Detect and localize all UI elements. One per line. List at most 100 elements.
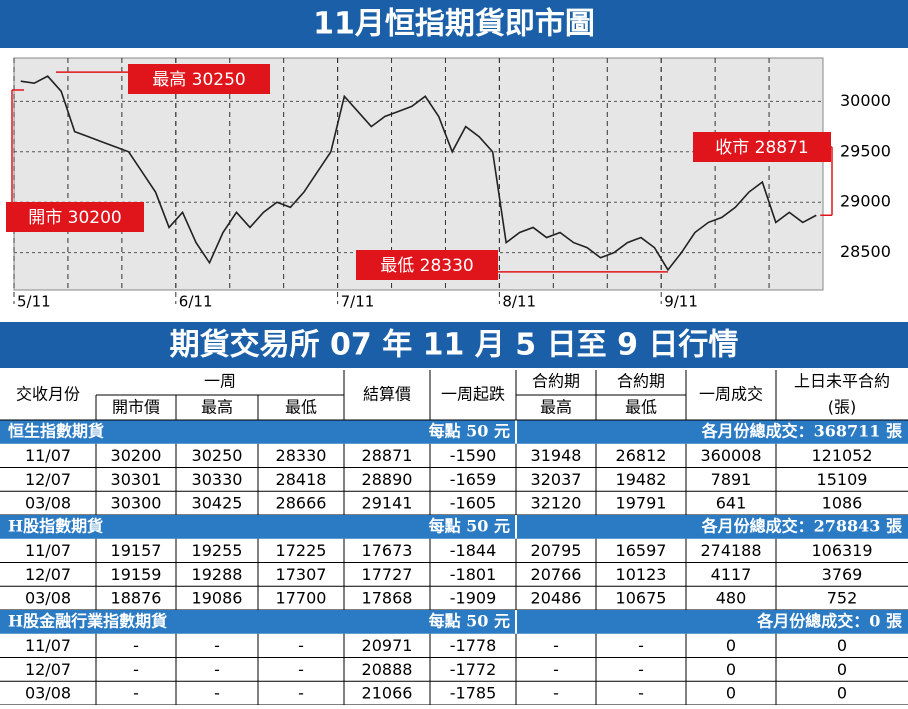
table-cell: 0 — [837, 636, 847, 655]
header-cell: 結算價 — [363, 385, 411, 404]
table-cell: - — [214, 636, 220, 655]
chart-title: 11月恒指期貨即市圖 — [313, 7, 595, 42]
table-cell: 10675 — [616, 589, 667, 608]
table-cell: 32120 — [531, 494, 582, 513]
x-tick-label: 7/11 — [341, 293, 375, 311]
table-cell: 20795 — [531, 541, 582, 560]
section-name: 恒生指數期貨 — [8, 421, 104, 440]
annotation-box — [356, 250, 498, 280]
table-cell: 20766 — [531, 565, 582, 584]
table-cell: 28330 — [276, 446, 327, 465]
table-cell: 32037 — [531, 470, 582, 489]
table-cell: 7891 — [711, 470, 752, 489]
table-cell: 30250 — [192, 446, 243, 465]
section-bg — [0, 515, 908, 539]
table-cell: - — [553, 636, 559, 655]
table-cell: 19791 — [616, 494, 667, 513]
table-cell: 19157 — [111, 541, 162, 560]
header-cell: 最高 — [540, 398, 572, 417]
table-cell: 30300 — [111, 494, 162, 513]
title-banner — [0, 0, 908, 48]
table-cell: 12/07 — [25, 660, 71, 679]
table-cell: 17225 — [276, 541, 327, 560]
table-cell: 11/07 — [25, 541, 71, 560]
table-cell: 4117 — [711, 565, 752, 584]
price-line — [20, 75, 817, 272]
table-cell: 12/07 — [25, 470, 71, 489]
header-cell: 最低 — [625, 398, 657, 417]
table-cell: -1785 — [450, 684, 497, 703]
table-cell: - — [298, 684, 304, 703]
table-cell: 17307 — [276, 565, 327, 584]
x-tick-label: 6/11 — [179, 293, 213, 311]
table-cell: -1801 — [450, 565, 497, 584]
y-tick-label: 30000 — [840, 91, 891, 110]
table-cell: 17673 — [362, 541, 413, 560]
table-cell: 15109 — [817, 470, 868, 489]
table-cell: 20971 — [362, 636, 413, 655]
table-cell: 16597 — [616, 541, 667, 560]
table-cell: 30330 — [192, 470, 243, 489]
table-cell: 0 — [726, 636, 736, 655]
table-cell: - — [298, 636, 304, 655]
table-cell: 19086 — [192, 589, 243, 608]
annotation-box — [128, 64, 270, 94]
table-cell: 20888 — [362, 660, 413, 679]
annotation-text: 收市 28871 — [715, 138, 808, 158]
table-cell: - — [133, 660, 139, 679]
section-total: 各月份總成交：0 張 — [756, 611, 903, 630]
x-tick-label: 5/11 — [17, 293, 51, 311]
section-point: 每點 50 元 — [429, 611, 510, 630]
header-cell: 交收月份 — [16, 385, 80, 404]
x-tick-label: 9/11 — [664, 293, 698, 311]
table-cell: 274188 — [700, 541, 761, 560]
table-cell: - — [214, 660, 220, 679]
table-title: 期貨交易所 07 年 11 月 5 日至 9 日行情 — [170, 328, 739, 363]
annotation-text: 開市 30200 — [28, 208, 121, 228]
x-tick-label: 8/11 — [502, 293, 536, 311]
y-tick-label: 28500 — [840, 242, 891, 261]
table-cell: 10123 — [616, 565, 667, 584]
table-cell: 18876 — [111, 589, 162, 608]
table-cell: 12/07 — [25, 565, 71, 584]
table-cell: 19288 — [192, 565, 243, 584]
y-tick-label: 29500 — [840, 141, 891, 160]
table-cell: -1772 — [450, 660, 497, 679]
table-cell: -1659 — [450, 470, 497, 489]
table-cell: - — [638, 684, 644, 703]
table-cell: 30200 — [111, 446, 162, 465]
section-bg — [0, 610, 908, 634]
table-cell: 21066 — [362, 684, 413, 703]
table-cell: -1909 — [450, 589, 497, 608]
table-cell: 0 — [837, 684, 847, 703]
table-cell: -1844 — [450, 541, 497, 560]
header-cell: 開市價 — [112, 398, 160, 417]
table-cell: - — [638, 636, 644, 655]
table-cell: 360008 — [700, 446, 761, 465]
annotation-box — [693, 132, 831, 162]
table-cell: 28890 — [362, 470, 413, 489]
annotation-box — [6, 202, 144, 232]
table-cell: -1590 — [450, 446, 497, 465]
section-point: 每點 50 元 — [429, 516, 510, 535]
header-cell: 一周起跌 — [441, 385, 505, 404]
table-cell: 31948 — [531, 446, 582, 465]
header-cell: 上日未平合約 — [794, 372, 890, 391]
annotation-text: 最高 30250 — [152, 70, 245, 90]
table-cell: - — [214, 684, 220, 703]
table-cell: 17727 — [362, 565, 413, 584]
table-cell: 19482 — [616, 470, 667, 489]
table-cell: - — [638, 660, 644, 679]
table-cell: -1778 — [450, 636, 497, 655]
table-cell: 0 — [726, 684, 736, 703]
table-cell: - — [133, 636, 139, 655]
table-cell: - — [298, 660, 304, 679]
table-cell: 30425 — [192, 494, 243, 513]
header-cell: 合約期 — [532, 372, 580, 391]
table-cell: 19255 — [192, 541, 243, 560]
section-bg — [0, 420, 908, 444]
table-cell: 03/08 — [25, 589, 71, 608]
header-cell: 最低 — [285, 398, 317, 417]
table-cell: 17868 — [362, 589, 413, 608]
